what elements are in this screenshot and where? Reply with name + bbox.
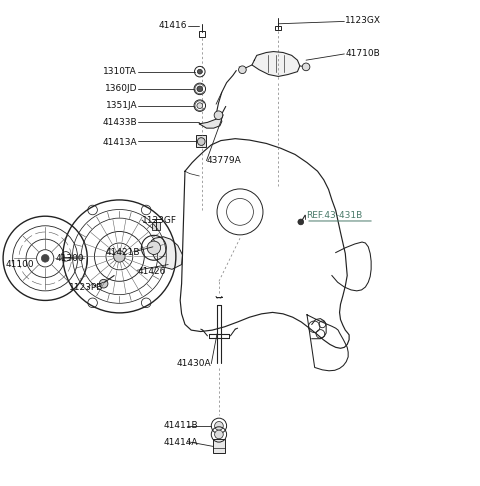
Circle shape xyxy=(114,251,125,262)
Circle shape xyxy=(99,279,108,288)
Text: 1351JA: 1351JA xyxy=(106,101,137,110)
Text: 41414A: 41414A xyxy=(163,438,198,447)
Text: 1123GX: 1123GX xyxy=(345,16,381,25)
Circle shape xyxy=(41,255,49,262)
Text: 41411B: 41411B xyxy=(163,421,198,430)
Text: 1123PB: 1123PB xyxy=(69,283,104,292)
Text: 41426: 41426 xyxy=(137,267,166,276)
Bar xyxy=(276,26,281,30)
Text: 41413A: 41413A xyxy=(102,138,137,147)
Text: 1360JD: 1360JD xyxy=(105,85,137,93)
Circle shape xyxy=(298,219,304,225)
Circle shape xyxy=(197,69,202,74)
Circle shape xyxy=(197,86,203,92)
Bar xyxy=(152,222,159,229)
Circle shape xyxy=(302,63,310,70)
Circle shape xyxy=(147,241,160,255)
Text: REF.43-431B: REF.43-431B xyxy=(306,211,362,220)
Text: 1310TA: 1310TA xyxy=(103,67,137,76)
Text: 41416: 41416 xyxy=(159,21,187,30)
Bar xyxy=(199,32,204,37)
Polygon shape xyxy=(252,52,300,76)
Circle shape xyxy=(215,421,223,430)
Text: 41430A: 41430A xyxy=(176,359,211,368)
Text: 43779A: 43779A xyxy=(206,156,241,165)
Bar xyxy=(213,439,225,452)
Text: 41100: 41100 xyxy=(5,260,34,269)
Text: 41433B: 41433B xyxy=(102,118,137,127)
Circle shape xyxy=(197,103,203,108)
Circle shape xyxy=(214,111,223,120)
Bar xyxy=(196,135,206,147)
Circle shape xyxy=(215,430,223,439)
Circle shape xyxy=(197,138,205,145)
Text: 41421B: 41421B xyxy=(106,248,141,257)
Text: 1123GF: 1123GF xyxy=(142,215,177,225)
Text: 41710B: 41710B xyxy=(345,50,380,58)
Circle shape xyxy=(239,66,246,73)
Polygon shape xyxy=(150,237,182,269)
Polygon shape xyxy=(199,118,222,128)
Text: 41300: 41300 xyxy=(56,254,84,263)
